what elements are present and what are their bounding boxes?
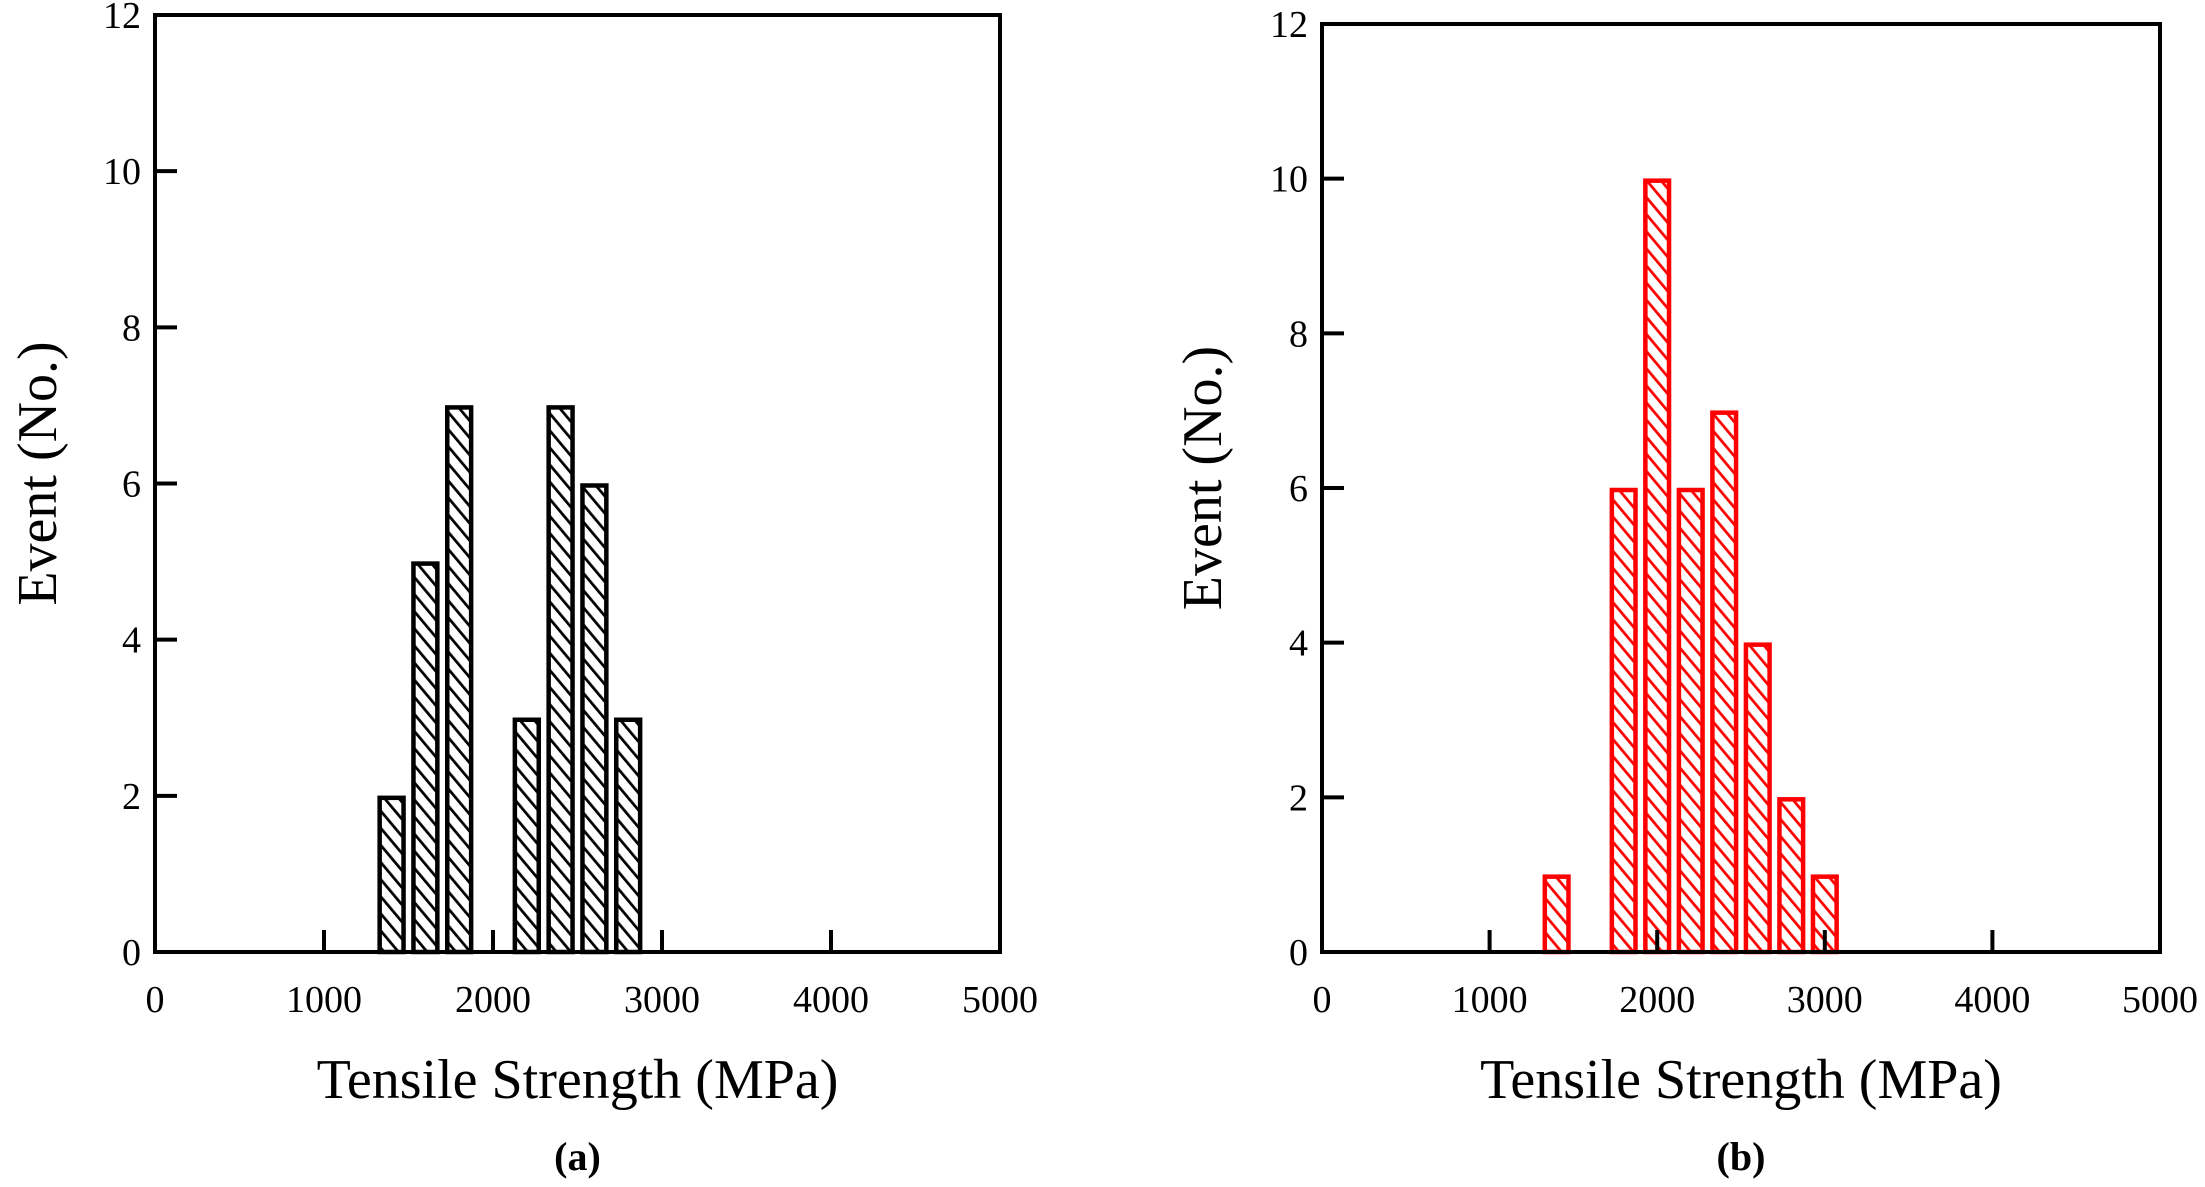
y-tick-label: 10 xyxy=(103,151,141,193)
x-tick-label: 5000 xyxy=(2122,979,2198,1021)
plot-frame xyxy=(1320,22,2162,954)
bar-2400 xyxy=(1710,410,1739,955)
x-tick-label: 0 xyxy=(146,979,165,1021)
y-tick-label: 12 xyxy=(1270,4,1308,46)
x-tick-label: 4000 xyxy=(1954,979,2030,1021)
y-tick-label: 10 xyxy=(1270,159,1308,201)
y-tick-label: 6 xyxy=(1289,468,1308,510)
bar-1400 xyxy=(1542,874,1571,955)
x-tick-label: 3000 xyxy=(624,979,700,1021)
bar-2600 xyxy=(1743,642,1772,955)
y-tick-label: 4 xyxy=(1289,623,1308,665)
bar-2000 xyxy=(1643,178,1672,955)
y-axis: 0 2 4 6 8 10 12 xyxy=(1270,4,1344,974)
x-tick-label: 2000 xyxy=(1619,979,1695,1021)
plot-frame xyxy=(153,13,1002,954)
y-tick-label: 12 xyxy=(103,0,141,37)
bars xyxy=(1542,178,1839,955)
x-axis-label: Tensile Strength (MPa) xyxy=(317,1049,839,1111)
y-axis-label: Event (No.) xyxy=(7,341,69,605)
y-tick-label: 6 xyxy=(122,464,141,506)
x-tick-label: 5000 xyxy=(962,979,1038,1021)
y-tick-label: 8 xyxy=(122,307,141,349)
x-tick-label: 1000 xyxy=(1452,979,1528,1021)
bar-1800 xyxy=(1609,487,1638,955)
bar-2800 xyxy=(614,717,643,955)
x-tick-label: 2000 xyxy=(455,979,531,1021)
y-tick-label: 8 xyxy=(1289,313,1308,355)
panel-a: 0 1000 2000 3000 4000 5000 0 2 4 6 8 10 12 Tensile St… xyxy=(7,0,1038,1179)
x-tick-label: 4000 xyxy=(793,979,869,1021)
bar-2400 xyxy=(546,405,575,955)
x-axis: 0 1000 2000 3000 4000 5000 xyxy=(146,930,1038,1021)
bar-1400 xyxy=(377,795,406,955)
bar-2600 xyxy=(580,483,609,955)
bar-2200 xyxy=(1676,487,1705,955)
x-axis: 0 1000 2000 3000 4000 5000 xyxy=(1313,930,2198,1021)
bar-1800 xyxy=(445,405,474,955)
bar-1600 xyxy=(411,561,440,955)
y-axis: 0 2 4 6 8 10 12 xyxy=(103,0,177,974)
y-tick-label: 4 xyxy=(122,620,141,662)
panel-caption: (b) xyxy=(1717,1134,1766,1179)
y-axis-label: Event (No.) xyxy=(1172,346,1234,610)
panel-caption: (a) xyxy=(554,1134,601,1179)
y-tick-label: 2 xyxy=(1289,777,1308,819)
y-tick-label: 2 xyxy=(122,776,141,818)
y-tick-label: 0 xyxy=(122,932,141,974)
y-tick-label: 0 xyxy=(1289,932,1308,974)
panel-b: 0 1000 2000 3000 4000 5000 0 2 4 6 8 10 12 Tensile St… xyxy=(1172,4,2198,1179)
bar-2200 xyxy=(512,717,541,955)
x-tick-label: 0 xyxy=(1313,979,1332,1021)
bar-2800 xyxy=(1777,797,1806,955)
bars xyxy=(377,405,643,955)
x-tick-label: 3000 xyxy=(1787,979,1863,1021)
x-tick-label: 1000 xyxy=(286,979,362,1021)
x-axis-label: Tensile Strength (MPa) xyxy=(1480,1049,2002,1111)
